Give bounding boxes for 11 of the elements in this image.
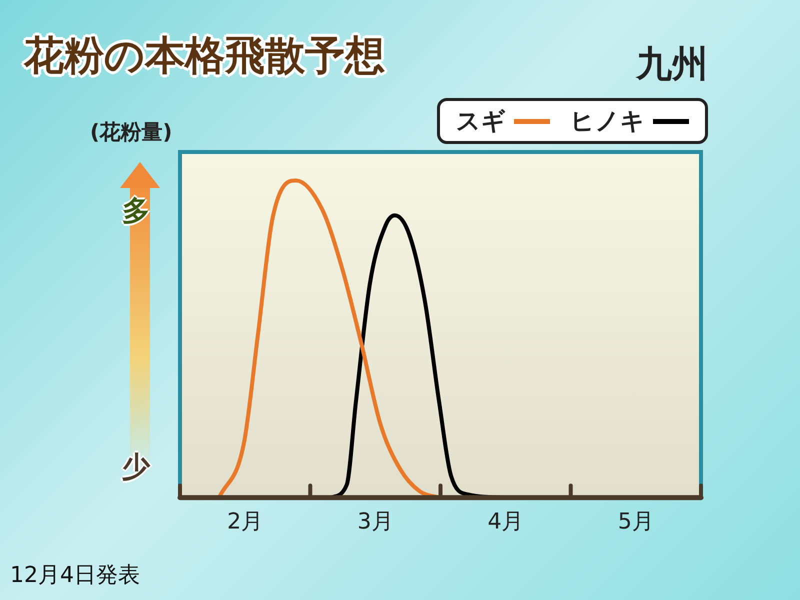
text: 12月4日発表 — [10, 562, 140, 590]
x-tick-label: 5月 — [618, 510, 654, 535]
legend-label: スギ — [456, 106, 506, 137]
x-tick-label: 3月 — [357, 510, 394, 535]
y-axis-title: (花粉量) — [90, 119, 172, 146]
legend-label: ヒノキ — [570, 106, 645, 137]
chart-subtitle: 九州 — [636, 43, 708, 87]
x-tick-label: 4月 — [488, 510, 524, 535]
text: 少 — [122, 449, 150, 485]
chart-title: 花粉の本格飛散予想 — [24, 32, 385, 81]
x-tick-label: 2月 — [227, 510, 264, 535]
